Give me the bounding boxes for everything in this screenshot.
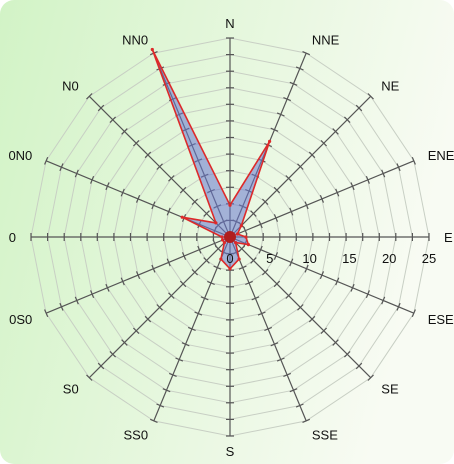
direction-label-0n0: 0N0 (8, 148, 32, 163)
data-point-0s0 (221, 238, 225, 242)
spoke-s0 (86, 236, 231, 381)
data-point-nn0 (150, 47, 154, 52)
direction-label-nne: NNE (312, 32, 340, 47)
data-point-ss0 (219, 257, 223, 261)
data-point-ne (239, 224, 243, 228)
spoke-0 (30, 233, 230, 241)
spoke-0s0 (44, 236, 231, 318)
radial-tick-labels: 0 5 10 15 20 25 (226, 251, 436, 266)
radial-tick-label: 20 (382, 251, 396, 266)
spoke-sse (229, 236, 311, 423)
spoke-ne (229, 93, 374, 238)
direction-label-s: S (226, 444, 235, 459)
spoke-e (230, 233, 430, 241)
direction-label-n: N (225, 16, 234, 31)
center-dot (224, 231, 236, 243)
spoke-ese (229, 236, 416, 318)
data-point-s0 (222, 241, 226, 245)
data-point-0 (220, 235, 224, 239)
direction-label-e: E (444, 230, 453, 245)
direction-label-ese: ESE (428, 312, 454, 327)
radial-tick-label: 15 (342, 251, 356, 266)
data-point-e (244, 235, 248, 239)
radial-tick-label: 25 (422, 251, 436, 266)
direction-labels: N NNE NE ENE E ESE SE SSE S SS0 S0 0S0 0 0N0 N0 NN0 (8, 16, 454, 459)
series-area (150, 47, 272, 271)
direction-label-0s0: 0S0 (9, 312, 32, 327)
data-point-nne (268, 139, 272, 143)
data-point-se (234, 241, 238, 245)
data-point-s (228, 267, 232, 271)
spoke-ene (229, 156, 416, 238)
radial-tick-label: 5 (266, 251, 273, 266)
direction-label-ne: NE (381, 79, 399, 94)
data-point-ese (246, 243, 250, 247)
direction-label-sse: SSE (312, 428, 338, 443)
data-point-n0 (214, 221, 218, 225)
direction-label-nn0: NN0 (122, 32, 148, 47)
data-point-ene (235, 232, 239, 236)
direction-label-ene: ENE (428, 148, 454, 163)
spoke-n0 (86, 93, 231, 238)
radial-tick-label: 10 (302, 251, 316, 266)
direction-label-ss0: SS0 (124, 428, 149, 443)
direction-label-s0: S0 (63, 381, 79, 396)
direction-label-se: SE (381, 381, 399, 396)
data-point-sse (237, 257, 241, 261)
direction-label-0: 0 (9, 230, 16, 245)
radial-tick-label: 0 (226, 251, 233, 266)
direction-label-n0: N0 (62, 79, 79, 94)
data-point-n (228, 203, 232, 207)
data-point-0n0 (180, 215, 184, 219)
